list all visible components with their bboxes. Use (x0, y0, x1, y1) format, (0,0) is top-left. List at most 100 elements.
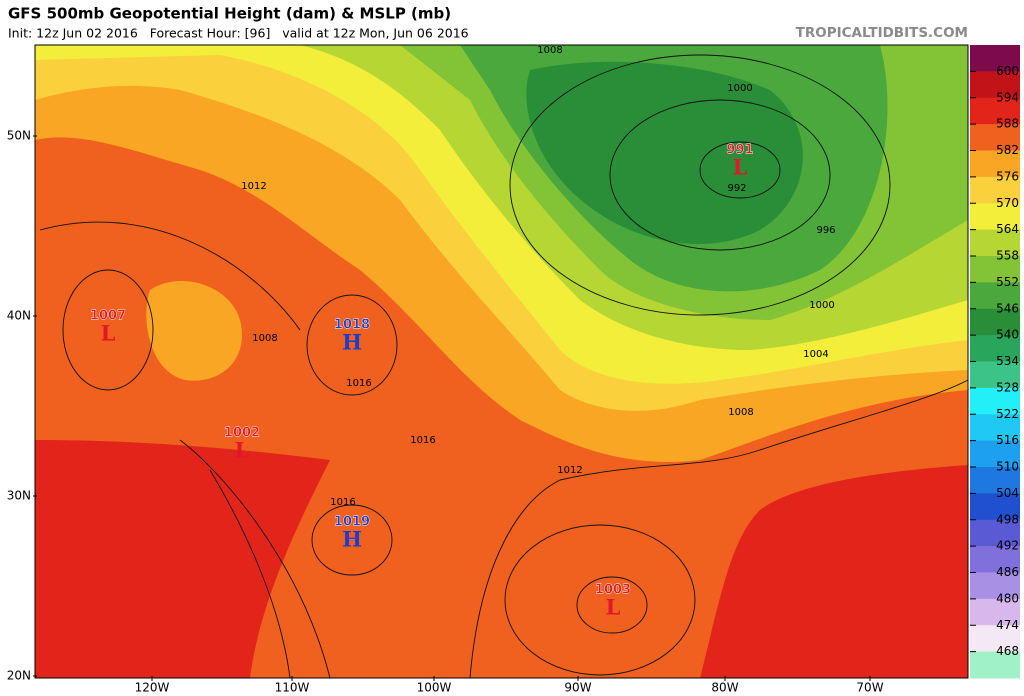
colorbar-label: 522 (996, 407, 1019, 421)
colorbar-label: 516 (996, 433, 1019, 447)
isobar-label: 996 (816, 225, 835, 236)
height-band (146, 281, 242, 381)
colorbar-swatch (970, 440, 1020, 468)
pressure-letter: L (101, 321, 116, 346)
map-subtitle: Init: 12z Jun 02 2016 Forecast Hour: [96… (8, 26, 469, 41)
colorbar-label: 528 (996, 380, 1019, 394)
isobar-label: 1000 (809, 300, 834, 311)
isobar-label: 1008 (252, 333, 277, 344)
colorbar-label: 594 (996, 90, 1019, 104)
isobar-label: 1004 (803, 349, 828, 360)
pressure-value: 1019 (334, 515, 370, 530)
colorbar-swatch (970, 467, 1020, 494)
colorbar-swatch (970, 71, 1020, 99)
colorbar-swatch (970, 45, 1020, 72)
colorbar-label: 546 (996, 301, 1019, 315)
colorbar-label: 588 (996, 117, 1019, 131)
colorbar-label: 582 (996, 143, 1019, 157)
colorbar-swatch (970, 97, 1020, 125)
colorbar-swatch (970, 493, 1020, 521)
colorbar: 600 594 588 582 576 570 564 558 552 546 540 534 528 5… (970, 45, 1020, 679)
colorbar-label: 564 (996, 222, 1019, 236)
colorbar-label: 498 (996, 512, 1019, 526)
colorbar-label: 504 (996, 486, 1019, 500)
colorbar-swatch (970, 387, 1020, 415)
pressure-letter: L (733, 155, 748, 180)
isobars (39, 54, 969, 679)
isobar-label: 1016 (346, 378, 371, 389)
colorbar-swatch (970, 335, 1020, 362)
isobar (62, 269, 154, 391)
isobar-label: 1012 (557, 465, 582, 476)
latitude-label: 20N (7, 669, 31, 683)
isobar (306, 294, 398, 396)
colorbar-swatch (970, 308, 1020, 336)
pressure-value: 991 (726, 143, 753, 158)
colorbar-swatch (970, 414, 1020, 442)
colorbar-label: 540 (996, 328, 1019, 342)
longitude-label: 100W (417, 681, 452, 695)
colorbar-label: 534 (996, 354, 1019, 368)
colorbar-swatch (970, 625, 1020, 653)
colorbar-label: 576 (996, 169, 1019, 183)
colorbar-label: 474 (996, 618, 1019, 632)
latitude-label: 30N (7, 489, 31, 503)
colorbar-swatch (970, 651, 1020, 679)
colorbar-swatch (970, 598, 1020, 626)
colorbar-label: 570 (996, 196, 1019, 210)
height-band (526, 61, 803, 245)
colorbar-swatch (970, 546, 1020, 573)
pressure-value: 1018 (334, 318, 370, 333)
longitude-label: 110W (275, 681, 310, 695)
isobar-label: 1016 (330, 497, 355, 508)
isobar (576, 576, 648, 634)
colorbar-label: 510 (996, 460, 1019, 474)
isobar (504, 524, 696, 676)
colorbar-label: 492 (996, 539, 1019, 553)
isobar-label: 992 (727, 183, 746, 194)
colorbar-label: 558 (996, 249, 1019, 263)
colorbar-label: 600 (996, 64, 1019, 78)
pressure-letter: H (342, 527, 362, 552)
colorbar-swatch (970, 572, 1020, 600)
colorbar-swatch (970, 229, 1020, 257)
colorbar-swatch (970, 150, 1020, 178)
latitude-label: 40N (7, 309, 31, 323)
latitude-label: 50N (7, 129, 31, 143)
isobar-label: 1008 (537, 45, 562, 56)
colorbar-swatch (970, 256, 1020, 283)
colorbar-swatch (970, 361, 1020, 389)
colorbar-label: 480 (996, 591, 1019, 605)
isobar (609, 99, 831, 251)
isobar-label: 1016 (410, 435, 435, 446)
isobar (509, 54, 891, 316)
map-title: GFS 500mb Geopotential Height (dam) & MS… (8, 5, 451, 23)
map-frame (34, 44, 969, 679)
pressure-letter: H (342, 330, 362, 355)
isobar (39, 221, 969, 679)
colorbar-swatch (970, 203, 1020, 231)
isobar-label: 1008 (728, 407, 753, 418)
pressure-letter: L (235, 438, 250, 463)
isobar (699, 141, 781, 199)
colorbar-label: 486 (996, 565, 1019, 579)
pressure-letter: L (606, 595, 621, 620)
isobar (311, 504, 393, 576)
isobar-label: 1012 (241, 181, 266, 192)
pressure-value: 1007 (90, 309, 126, 324)
colorbar-swatch (970, 519, 1020, 547)
isobar-label: 1000 (727, 83, 752, 94)
longitude-label: 90W (564, 681, 591, 695)
pressure-value: 1002 (224, 426, 260, 441)
colorbar-label: 468 (996, 644, 1019, 658)
colorbar-swatch (970, 176, 1020, 204)
pressure-value: 1003 (595, 583, 631, 598)
colorbar-swatch (970, 124, 1020, 151)
site-credit: TROPICALTIDBITS.COM (796, 25, 968, 41)
height-field (35, 45, 968, 678)
longitude-label: 70W (856, 681, 883, 695)
longitude-label: 120W (135, 681, 170, 695)
longitude-label: 80W (711, 681, 738, 695)
colorbar-swatch (970, 282, 1020, 310)
